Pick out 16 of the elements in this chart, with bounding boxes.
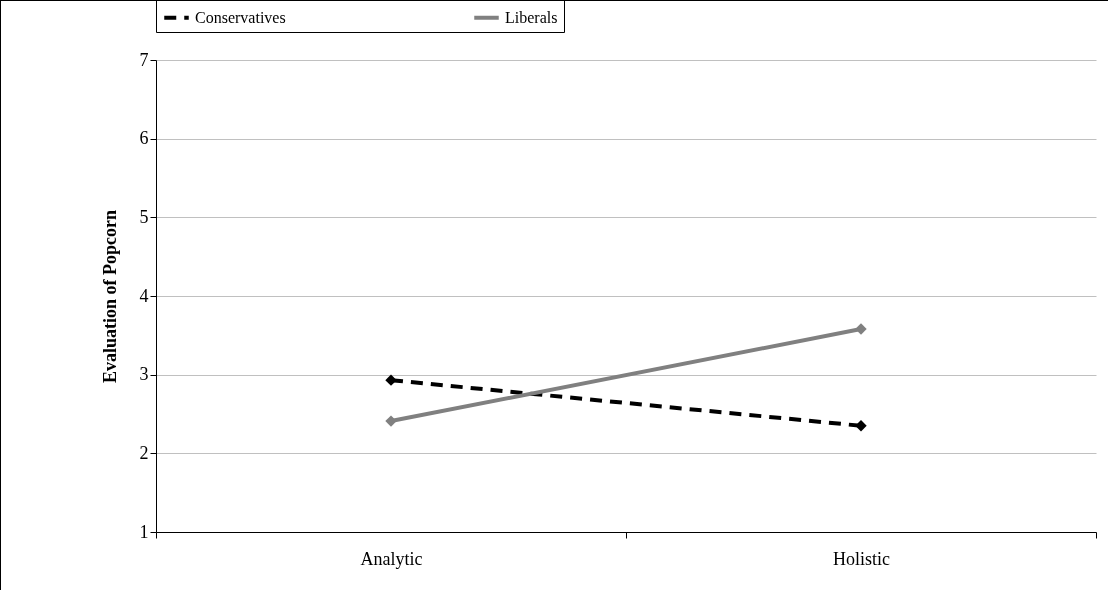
y-axis-title: Evaluation of Popcorn bbox=[99, 209, 120, 384]
x-tick-label: Analytic bbox=[360, 548, 423, 569]
y-tick-label: 4 bbox=[139, 285, 149, 306]
y-tick-label: 5 bbox=[139, 206, 149, 227]
y-tick-label: 6 bbox=[139, 128, 149, 149]
point bbox=[385, 415, 397, 427]
point bbox=[385, 374, 397, 386]
point bbox=[855, 420, 867, 432]
y-tick-label: 3 bbox=[139, 364, 149, 385]
legend-label: Conservatives bbox=[195, 8, 286, 26]
y-tick-label: 7 bbox=[139, 49, 149, 70]
y-tick-label: 2 bbox=[139, 442, 149, 463]
point bbox=[855, 323, 867, 335]
legend-label: Liberals bbox=[505, 8, 558, 26]
y-tick-label: 1 bbox=[139, 521, 149, 542]
x-tick-label: Holistic bbox=[833, 548, 891, 569]
